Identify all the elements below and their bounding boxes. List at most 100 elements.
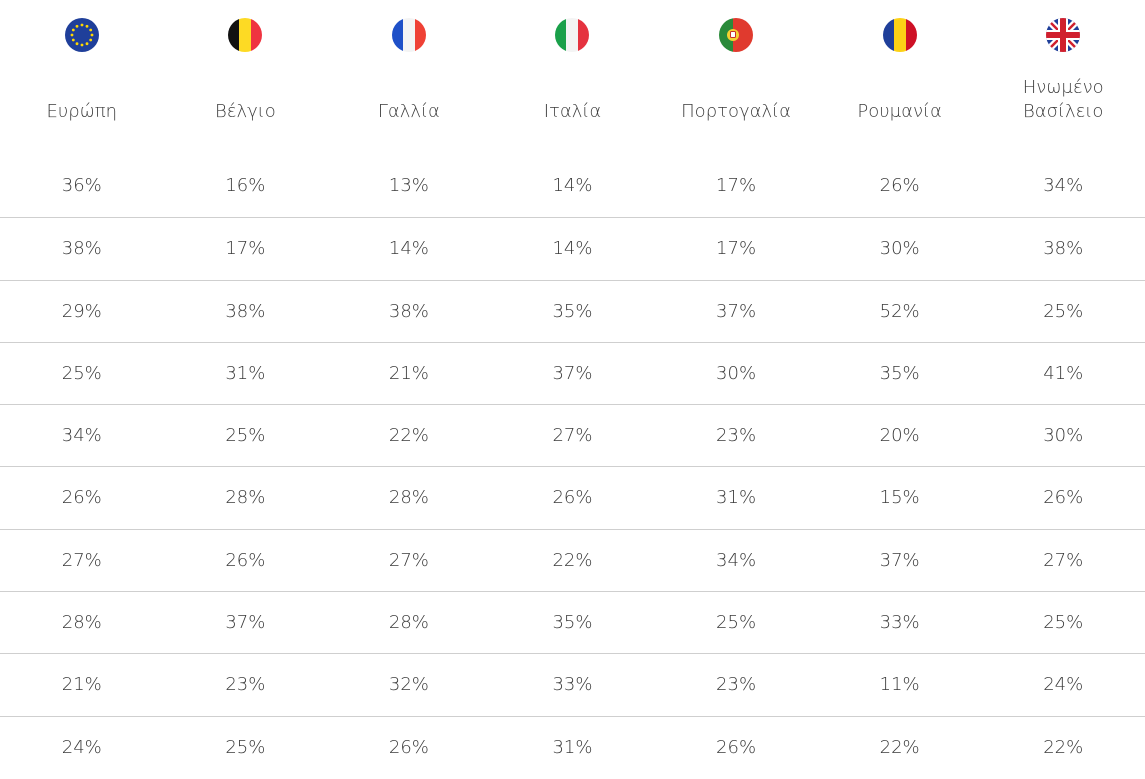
table-cell: 25% [716,612,757,634]
table-row: 28% 37% 28% 35% 25% 33% 25% [0,591,1145,653]
flag-uk [1046,18,1081,52]
table-row: 24% 25% 26% 31% 26% 22% 22% [0,715,1145,778]
table-cell: 38% [1043,238,1084,260]
table-cell: 13% [388,175,429,196]
table-cell: 14% [388,238,429,260]
table-cell: 37% [552,362,593,384]
table-cell: 25% [225,425,266,447]
flag-portugal [719,18,754,52]
flag-italy [555,18,590,52]
table-cell: 30% [879,238,920,260]
table-cell: 27% [1043,549,1084,571]
table-cell: 25% [1043,300,1084,322]
table-body: 36% 16% 13% 14% 17% 26% 34% 38% 17% 14% 14% 17% 30% 3… [0,155,1145,778]
table-cell: 24% [61,736,102,758]
table-row: 25% 31% 21% 37% 30% 35% 41% [0,341,1145,404]
table-cell: 29% [61,300,102,322]
table-cell: 31% [552,736,593,758]
table-cell: 35% [552,612,593,634]
table-cell: 38% [225,300,266,322]
table-row: 34% 25% 22% 27% 23% 20% 30% [0,404,1145,466]
header-cell: Ιταλία [491,0,655,155]
table-cell: 17% [225,238,266,260]
table-cell: 22% [552,549,593,571]
country-name: Ηνωμένο Βασίλειο [1022,77,1104,122]
table-cell: 37% [225,612,266,634]
table-cell: 23% [716,425,757,447]
header-cell: Γαλλία [327,0,491,155]
table-cell: 23% [716,674,757,696]
table-cell: 38% [61,238,102,260]
table-cell: 17% [716,238,757,260]
table-cell: 11% [879,674,920,696]
table-cell: 37% [879,549,920,571]
table-cell: 14% [552,238,593,260]
header-cell: Βέλγιο [164,0,328,155]
table-cell: 26% [552,487,593,509]
table-cell: 28% [61,612,102,634]
table-cell: 30% [1043,425,1084,447]
header-row: Ευρώπη Βέλγιο Γαλλία Ιταλία [0,0,1145,155]
table-cell: 27% [552,425,593,447]
header-cell: Ευρώπη [0,0,164,155]
table-row: 21% 23% 32% 33% 23% 11% 24% [0,653,1145,715]
country-name: Ευρώπη [46,101,118,122]
table-cell: 36% [61,175,102,196]
table-cell: 22% [879,736,920,758]
country-name: Γαλλία [377,101,440,122]
header-cell: Ρουμανία [818,0,982,155]
table-cell: 16% [225,175,266,196]
header-cell: Ηνωμένο Βασίλειο [981,0,1145,155]
table-cell: 33% [552,674,593,696]
table-row: 36% 16% 13% 14% 17% 26% 34% [0,155,1145,217]
table-cell: 31% [225,362,266,384]
table-cell: 22% [388,425,429,447]
table-cell: 28% [388,612,429,634]
table-cell: 52% [879,300,920,322]
table-cell: 26% [716,736,757,758]
table-cell: 25% [1043,612,1084,634]
table-cell: 35% [552,300,593,322]
table-cell: 25% [61,362,102,384]
table-cell: 28% [225,487,266,509]
table-row: 27% 26% 27% 22% 34% 37% 27% [0,528,1145,591]
flag-belgium [228,18,263,52]
table-row: 26% 28% 28% 26% 31% 15% 26% [0,466,1145,528]
table-cell: 25% [225,736,266,758]
table-cell: 26% [61,487,102,509]
table-cell: 14% [552,175,593,196]
country-name: Ρουμανία [857,101,942,122]
table-cell: 21% [61,674,102,696]
table-cell: 37% [716,300,757,322]
table-cell: 30% [716,362,757,384]
table-cell: 27% [388,549,429,571]
table-cell: 34% [61,425,102,447]
table-cell: 21% [388,362,429,384]
country-name: Βέλγιο [214,101,276,122]
table-cell: 32% [388,674,429,696]
table-cell: 38% [388,300,429,322]
flag-france [391,18,426,52]
table-cell: 34% [716,549,757,571]
table-row: 38% 17% 14% 14% 17% 30% 38% [0,217,1145,279]
table-cell: 26% [225,549,266,571]
table-cell: 26% [388,736,429,758]
flag-romania [882,18,917,52]
table-cell: 31% [716,487,757,509]
table-cell: 33% [879,612,920,634]
country-name: Ιταλία [543,101,602,122]
table-cell: 26% [879,175,920,196]
table-cell: 22% [1043,736,1084,758]
table-cell: 41% [1043,362,1084,384]
table-cell: 27% [61,549,102,571]
table-cell: 34% [1043,175,1084,196]
country-name: Πορτογαλία [681,101,791,122]
table-row: 29% 38% 38% 35% 37% 52% 25% [0,279,1145,342]
table-cell: 26% [1043,487,1084,509]
table-cell: 20% [879,425,920,447]
table-cell: 15% [879,487,920,509]
table-cell: 24% [1043,674,1084,696]
table-cell: 23% [225,674,266,696]
